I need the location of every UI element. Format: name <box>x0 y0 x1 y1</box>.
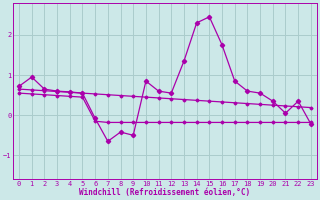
X-axis label: Windchill (Refroidissement éolien,°C): Windchill (Refroidissement éolien,°C) <box>79 188 251 197</box>
